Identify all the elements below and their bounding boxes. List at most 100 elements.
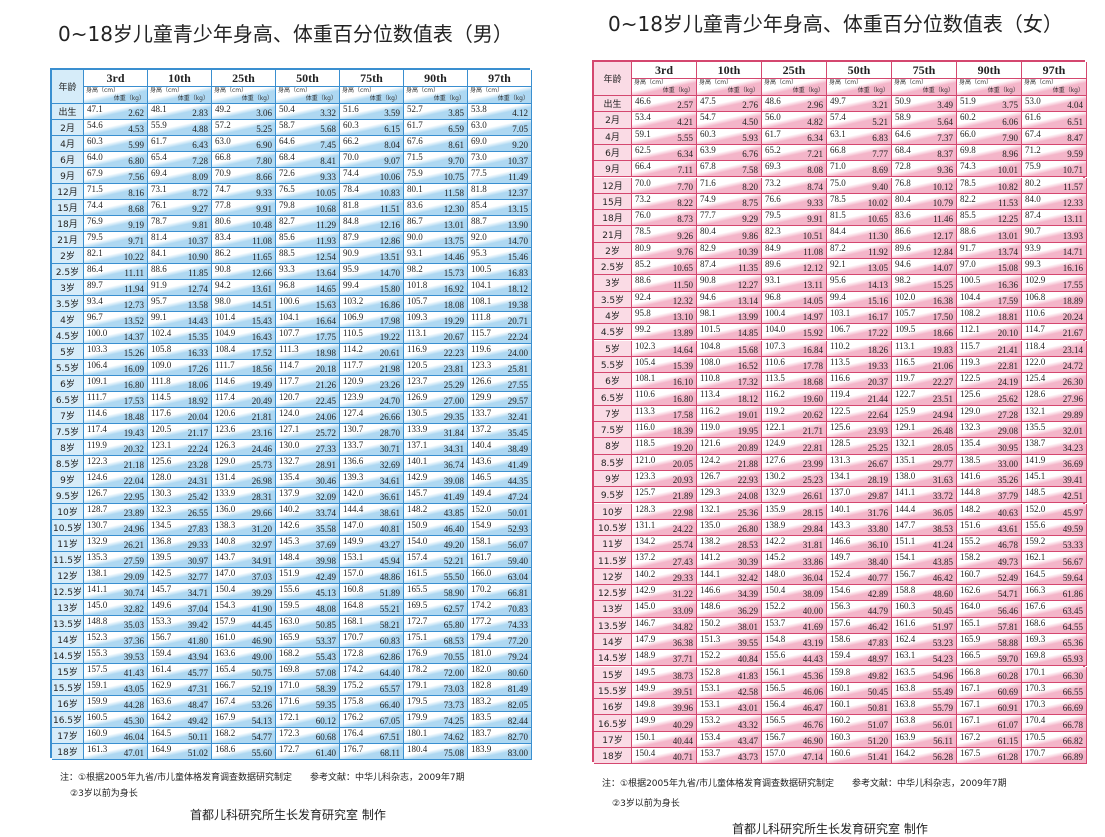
- weight-value: 22.23: [443, 348, 464, 358]
- height-value: 149.7: [830, 552, 851, 563]
- height-value: 99.1: [151, 312, 167, 322]
- data-cell: 145.3 37.69: [276, 536, 340, 552]
- age-label: 11岁: [52, 536, 84, 552]
- weight-value: 4.53: [128, 124, 144, 134]
- height-value: 131.4: [215, 472, 236, 482]
- data-cell: 68.4 8.41: [276, 152, 340, 168]
- weight-value: 11.08: [803, 246, 823, 257]
- data-cell: 146.6 34.39: [697, 585, 762, 602]
- data-cell: 90.9 13.51: [340, 248, 404, 264]
- table: 年龄 3rd 身高（cm） 体重（kg） 10th 身高（cm） 体重（kg） 25th 身高（…: [50, 68, 532, 760]
- weight-value: 25.42: [187, 492, 208, 502]
- data-cell: 73.2 8.74: [762, 177, 827, 194]
- data-cell: 80.1 11.58: [404, 184, 468, 200]
- weight-value: 36.04: [802, 572, 823, 583]
- data-cell: 66.0 7.90: [957, 128, 1022, 145]
- height-value: 109.0: [151, 360, 172, 370]
- height-value: 163.0: [279, 616, 300, 626]
- height-value: 113.5: [765, 373, 785, 384]
- height-value: 175.2: [343, 680, 364, 690]
- height-value: 133.7: [343, 440, 364, 450]
- height-value: 152.8: [700, 666, 721, 677]
- weight-value: 47.01: [123, 748, 144, 758]
- table-title: 0~18岁儿童青少年身高、体重百分位数值表（女）: [608, 12, 1063, 36]
- weight-value: 13.93: [1062, 230, 1083, 241]
- percentile-header: 3rd: [84, 70, 148, 87]
- weight-value: 18.48: [123, 412, 144, 422]
- weight-unit: 体重（kg）: [497, 95, 529, 102]
- height-value: 70.9: [215, 168, 231, 178]
- height-value: 146.7: [635, 617, 656, 628]
- height-value: 120.9: [343, 376, 364, 386]
- height-value: 135.5: [1025, 422, 1046, 432]
- data-cell: 160.5 45.30: [84, 712, 148, 728]
- data-cell: 140.4 38.49: [468, 440, 532, 456]
- height-value: 159.9: [87, 696, 108, 706]
- age-label: 2.5岁: [52, 264, 84, 280]
- height-value: 103.3: [87, 344, 108, 354]
- data-cell: 144.4 38.61: [340, 504, 404, 520]
- data-cell: 84.9 11.08: [762, 242, 827, 259]
- weight-value: 54.96: [932, 670, 953, 681]
- data-cell: 74.4 8.68: [84, 200, 148, 216]
- data-cell: 72.6 9.33: [276, 168, 340, 184]
- height-value: 119.2: [765, 405, 785, 416]
- data-cell: 138.5 33.00: [957, 454, 1022, 471]
- age-label: 6月: [594, 144, 632, 162]
- height-value: 174.2: [343, 664, 364, 674]
- data-cell: 83.6 11.46: [892, 210, 957, 227]
- data-cell: 76.1 9.27: [148, 200, 212, 216]
- age-label: 13.5岁: [52, 616, 84, 632]
- weight-value: 2.83: [192, 108, 208, 118]
- height-value: 157.6: [830, 617, 851, 628]
- weight-value: 2.96: [807, 100, 823, 111]
- age-label: 14岁: [52, 632, 84, 648]
- data-cell: 174.2 70.83: [468, 600, 532, 616]
- height-value: 116.2: [700, 405, 720, 416]
- data-cell: 140.2 33.74: [276, 504, 340, 520]
- weight-value: 7.80: [256, 156, 272, 166]
- data-cell: 131.3 26.67: [827, 454, 892, 471]
- height-value: 67.4: [1025, 128, 1041, 139]
- weight-value: 14.71: [1062, 246, 1083, 257]
- age-label: 12月: [52, 184, 84, 200]
- weight-value: 55.43: [315, 652, 336, 662]
- weight-value: 19.22: [379, 332, 400, 342]
- data-cell: 135.9 28.15: [762, 503, 827, 520]
- data-cell: 145.2 33.86: [762, 552, 827, 569]
- height-value: 91.9: [151, 280, 167, 290]
- data-cell: 69.3 8.08: [762, 161, 827, 178]
- height-value: 82.7: [279, 216, 295, 226]
- weight-value: 15.68: [737, 344, 758, 355]
- height-value: 62.5: [635, 144, 651, 155]
- weight-value: 10.65: [672, 263, 693, 274]
- weight-value: 41.69: [802, 621, 823, 632]
- height-value: 82.3: [765, 226, 781, 237]
- height-value: 129.1: [895, 422, 916, 432]
- weight-value: 19.20: [672, 442, 693, 453]
- weight-value: 19.33: [867, 361, 888, 372]
- weight-value: 54.77: [251, 732, 272, 742]
- weight-value: 39.53: [123, 652, 144, 662]
- height-value: 140.1: [830, 503, 851, 514]
- data-cell: 66.8 7.77: [827, 144, 892, 162]
- height-value: 76.0: [635, 210, 651, 221]
- percentile-header: 25th: [212, 70, 276, 87]
- height-value: 164.2: [151, 712, 172, 722]
- height-value: 100.4: [765, 307, 786, 318]
- weight-value: 51.07: [867, 719, 888, 730]
- height-value: 157.0: [765, 748, 786, 758]
- data-cell: 145.0 33.09: [632, 601, 697, 618]
- weight-value: 9.07: [384, 156, 400, 166]
- weight-unit: 体重（kg）: [113, 95, 145, 102]
- data-cell: 76.5 10.05: [276, 184, 340, 200]
- data-cell: 58.9 5.64: [892, 112, 957, 129]
- height-value: 153.7: [765, 617, 786, 628]
- data-cell: 48.6 2.96: [762, 96, 827, 113]
- data-cell: 148.4 39.98: [276, 552, 340, 568]
- data-cell: 81.4 10.37: [148, 232, 212, 248]
- data-cell: 159.4 48.97: [827, 650, 892, 667]
- data-cell: 80.9 9.76: [632, 242, 697, 259]
- weight-value: 46.04: [123, 732, 144, 742]
- height-value: 132.9: [87, 536, 108, 546]
